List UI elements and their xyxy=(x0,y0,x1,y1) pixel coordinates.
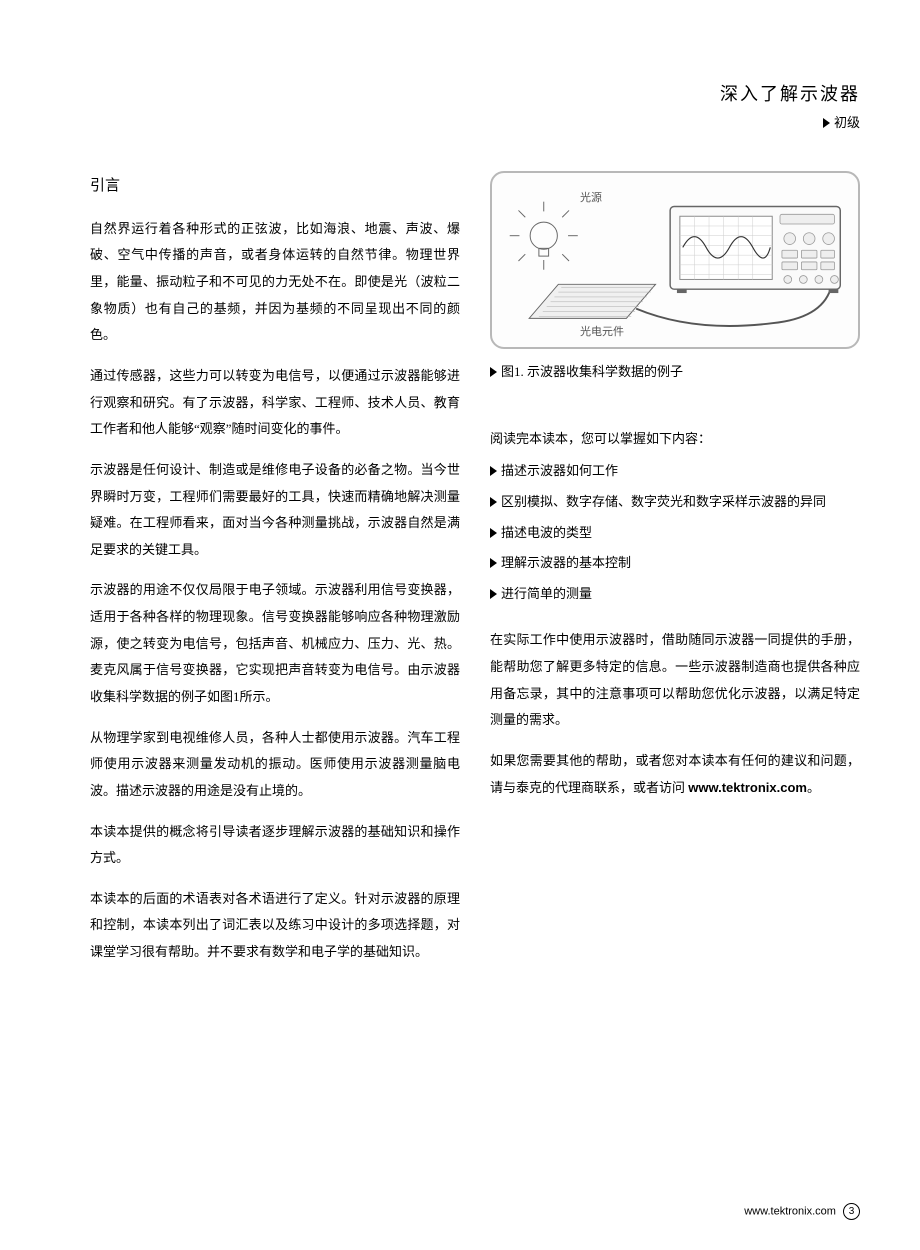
learning-outcomes-list: 描述示波器如何工作 区别模拟、数字存储、数字荧光和数字采样示波器的异同 描述电波… xyxy=(490,458,860,607)
learning-intro: 阅读完本读本，您可以掌握如下内容： xyxy=(490,426,860,453)
figure-1-box: 光源 光电元件 xyxy=(490,171,860,349)
paragraph: 从物理学家到电视维修人员，各种人士都使用示波器。汽车工程师使用示波器来测量发动机… xyxy=(90,725,460,805)
list-item-text: 区别模拟、数字存储、数字荧光和数字采样示波器的异同 xyxy=(501,494,826,509)
paragraph-contact: 如果您需要其他的帮助，或者您对本读本有任何的建议和问题，请与泰克的代理商联系，或… xyxy=(490,748,860,801)
figure-label-sensor: 光电元件 xyxy=(580,321,624,344)
page-number: 3 xyxy=(843,1203,860,1220)
contact-text-c: 。 xyxy=(807,780,820,795)
figure-1-illustration xyxy=(500,181,850,339)
list-item: 进行简单的测量 xyxy=(490,581,860,608)
content-columns: 引言 自然界运行着各种形式的正弦波，比如海浪、地震、声波、爆破、空气中传播的声音… xyxy=(90,171,860,980)
figure-1-caption: 图1. 示波器收集科学数据的例子 xyxy=(490,359,860,386)
paragraph: 本读本提供的概念将引导读者逐步理解示波器的基础知识和操作方式。 xyxy=(90,819,460,872)
level-indicator: 初级 xyxy=(90,112,860,131)
page-header: 深入了解示波器 初级 xyxy=(90,80,860,131)
list-item: 描述示波器如何工作 xyxy=(490,458,860,485)
paragraph: 自然界运行着各种形式的正弦波，比如海浪、地震、声波、爆破、空气中传播的声音，或者… xyxy=(90,216,460,349)
paragraph: 通过传感器，这些力可以转变为电信号，以便通过示波器能够进行观察和研究。有了示波器… xyxy=(90,363,460,443)
section-heading-intro: 引言 xyxy=(90,171,460,202)
triangle-icon xyxy=(490,367,497,377)
right-column: 光源 光电元件 图1. 示波器收集科学数据的例子 阅读完本读本，您可以掌握如下内… xyxy=(490,171,860,980)
triangle-icon xyxy=(490,558,497,568)
list-item-text: 描述电波的类型 xyxy=(501,525,592,540)
triangle-icon xyxy=(490,466,497,476)
list-item-text: 描述示波器如何工作 xyxy=(501,463,618,478)
page-footer: www.tektronix.com 3 xyxy=(744,1203,860,1220)
tektronix-link[interactable]: www.tektronix.com xyxy=(688,780,807,795)
paragraph: 在实际工作中使用示波器时，借助随同示波器一同提供的手册，能帮助您了解更多特定的信… xyxy=(490,627,860,734)
triangle-icon xyxy=(823,118,830,128)
figure-label-light: 光源 xyxy=(580,187,602,210)
paragraph: 本读本的后面的术语表对各术语进行了定义。针对示波器的原理和控制，本读本列出了词汇… xyxy=(90,886,460,966)
level-text: 初级 xyxy=(834,115,860,130)
triangle-icon xyxy=(490,528,497,538)
triangle-icon xyxy=(490,589,497,599)
list-item-text: 进行简单的测量 xyxy=(501,586,592,601)
document-title: 深入了解示波器 xyxy=(90,80,860,106)
list-item: 描述电波的类型 xyxy=(490,520,860,547)
footer-url[interactable]: www.tektronix.com xyxy=(744,1205,836,1217)
triangle-icon xyxy=(490,497,497,507)
page: 深入了解示波器 初级 引言 自然界运行着各种形式的正弦波，比如海浪、地震、声波、… xyxy=(0,0,920,1250)
paragraph: 示波器的用途不仅仅局限于电子领域。示波器利用信号变换器，适用于各种各样的物理现象… xyxy=(90,577,460,710)
paragraph: 示波器是任何设计、制造或是维修电子设备的必备之物。当今世界瞬时万变，工程师们需要… xyxy=(90,457,460,564)
list-item: 区别模拟、数字存储、数字荧光和数字采样示波器的异同 xyxy=(490,489,860,516)
figure-caption-text: 图1. 示波器收集科学数据的例子 xyxy=(501,364,683,379)
list-item-text: 理解示波器的基本控制 xyxy=(501,555,631,570)
left-column: 引言 自然界运行着各种形式的正弦波，比如海浪、地震、声波、爆破、空气中传播的声音… xyxy=(90,171,460,980)
list-item: 理解示波器的基本控制 xyxy=(490,550,860,577)
